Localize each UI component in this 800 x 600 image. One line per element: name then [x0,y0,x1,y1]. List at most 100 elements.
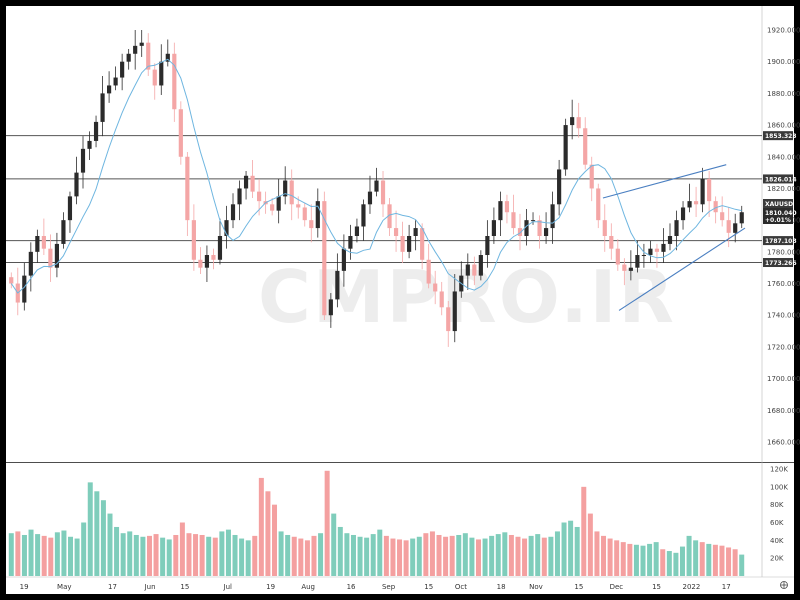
volume-bar [508,534,514,576]
volume-bar [357,536,363,576]
volume-bar [114,526,120,576]
price-tick-label: 1860.000 [767,122,800,130]
volume-bar [581,486,587,576]
candle-body [315,201,320,229]
volume-axis-ticks: 120K 100K 80K 60K 40K 20K [770,466,788,563]
candle-body [120,61,125,78]
candle-body [348,236,353,249]
volume-bar [61,530,67,576]
volume-bar [15,531,21,576]
volume-bar [535,534,541,576]
volume-bar [390,538,396,576]
volume-bar [719,545,725,576]
volume-bar [21,534,27,576]
level-badge-box [763,258,793,268]
candle-body [250,175,255,192]
trendline [618,227,746,311]
candle-body [530,220,536,222]
price-tick-label: 1780.000 [767,248,800,256]
candle-body [367,191,373,205]
candle-body [87,140,92,149]
level-badges: 1853.323 1826.014 1787.108 1773.266 [763,131,797,268]
volume-bar [614,540,620,576]
volume-bar [436,534,442,576]
candle-body [609,236,614,249]
price-tick-label: 1840.000 [767,153,800,161]
candle-body [687,201,692,208]
volume-bar [48,537,54,576]
candle-body [28,251,33,276]
volume-bar [265,491,271,576]
candle-body [204,255,210,268]
volume-bar [160,537,166,576]
candle-body [139,42,144,46]
candle-body [654,248,660,252]
volume-bar [429,531,435,576]
volume-bar [712,544,718,576]
volume-bar [462,533,468,576]
candle-body [491,220,496,236]
volume-bar [627,543,633,576]
scroll-icon[interactable] [780,581,788,589]
volume-bar [554,531,560,576]
candle-body [628,267,633,271]
candle-body [217,236,223,260]
volume-bar [561,522,567,576]
volume-bar [383,535,389,576]
volume-bar [120,533,126,576]
volume-bar [640,545,646,576]
date-tick-label: Dec [610,583,624,591]
candle-body [504,201,510,213]
candle-body [380,180,386,205]
volume-bar [166,539,172,576]
candle-body [622,264,627,271]
candle-body [178,109,183,157]
candle-body [713,201,718,213]
candle-body [557,169,562,205]
candle-body [80,148,86,173]
candle-body [615,248,620,265]
candle-body [9,277,14,284]
volume-bar [660,549,666,576]
candle-body [48,248,53,268]
candle-body [165,53,170,62]
candle-body [543,228,549,236]
candle-body [54,243,60,268]
candle-body [680,207,686,221]
volume-bar [482,538,488,576]
candle-body [93,121,99,141]
volume-bar [541,537,547,576]
volume-bar [699,542,705,576]
last-change-label: +0.01% [765,217,791,224]
volume-bar [726,547,732,576]
date-tick-label: 15 [574,583,583,591]
volume-bar [41,535,47,576]
candle-body [67,196,73,221]
volume-bar [219,531,225,576]
date-tick-label: 19 [266,583,275,591]
candle-body [426,259,431,284]
candle-body [198,259,203,268]
candle-body [576,117,581,129]
candle-body [583,128,588,165]
volume-bar [35,534,41,576]
candle-body [739,212,744,224]
volume-bar [364,537,370,576]
candle-body [726,220,731,233]
volume-bar [495,534,501,576]
volume-bar [153,534,159,576]
candle-body [517,228,523,236]
date-tick-label: 15 [424,583,433,591]
volume-bar [647,543,653,576]
volume-bar [443,536,449,576]
volume-bar [732,549,738,576]
candle-body [61,220,66,244]
candle-body [674,220,679,236]
price-tick-label: 1700.000 [767,375,800,383]
price-tick-label: 1660.000 [767,439,800,447]
volume-bar [574,526,580,576]
volume-bar [324,470,330,576]
candle-body [452,291,457,332]
